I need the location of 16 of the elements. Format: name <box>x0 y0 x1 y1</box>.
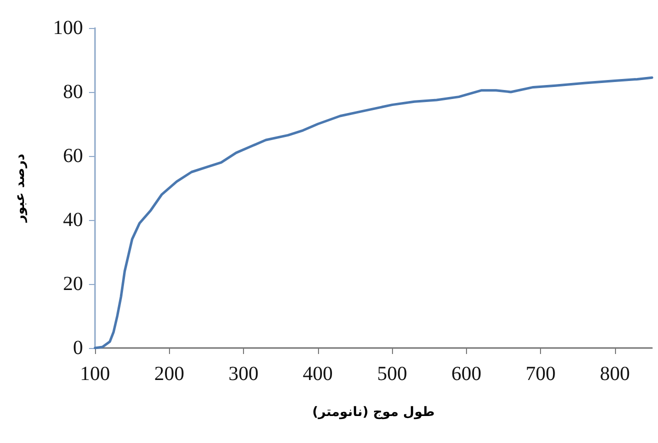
x-tick-label: 100 <box>80 363 110 385</box>
y-tick-label: 0 <box>73 337 83 359</box>
y-tick-label: 100 <box>53 17 83 39</box>
y-tick-label: 20 <box>63 273 83 295</box>
x-tick-label: 500 <box>377 363 408 385</box>
x-axis-title: طول موج (نانومتر) <box>312 405 435 420</box>
x-tick-label: 600 <box>451 363 482 385</box>
y-tick-label: 40 <box>63 209 83 231</box>
x-tick-label: 700 <box>526 363 556 385</box>
x-tick-label: 800 <box>600 363 630 385</box>
y-tick-label: 80 <box>63 81 83 103</box>
x-tick-label: 400 <box>302 363 333 385</box>
x-tick-label: 300 <box>228 363 259 385</box>
y-axis-title: درصد عبور <box>13 153 28 224</box>
y-tick-label: 60 <box>63 145 83 167</box>
x-tick-label: 200 <box>154 363 184 385</box>
